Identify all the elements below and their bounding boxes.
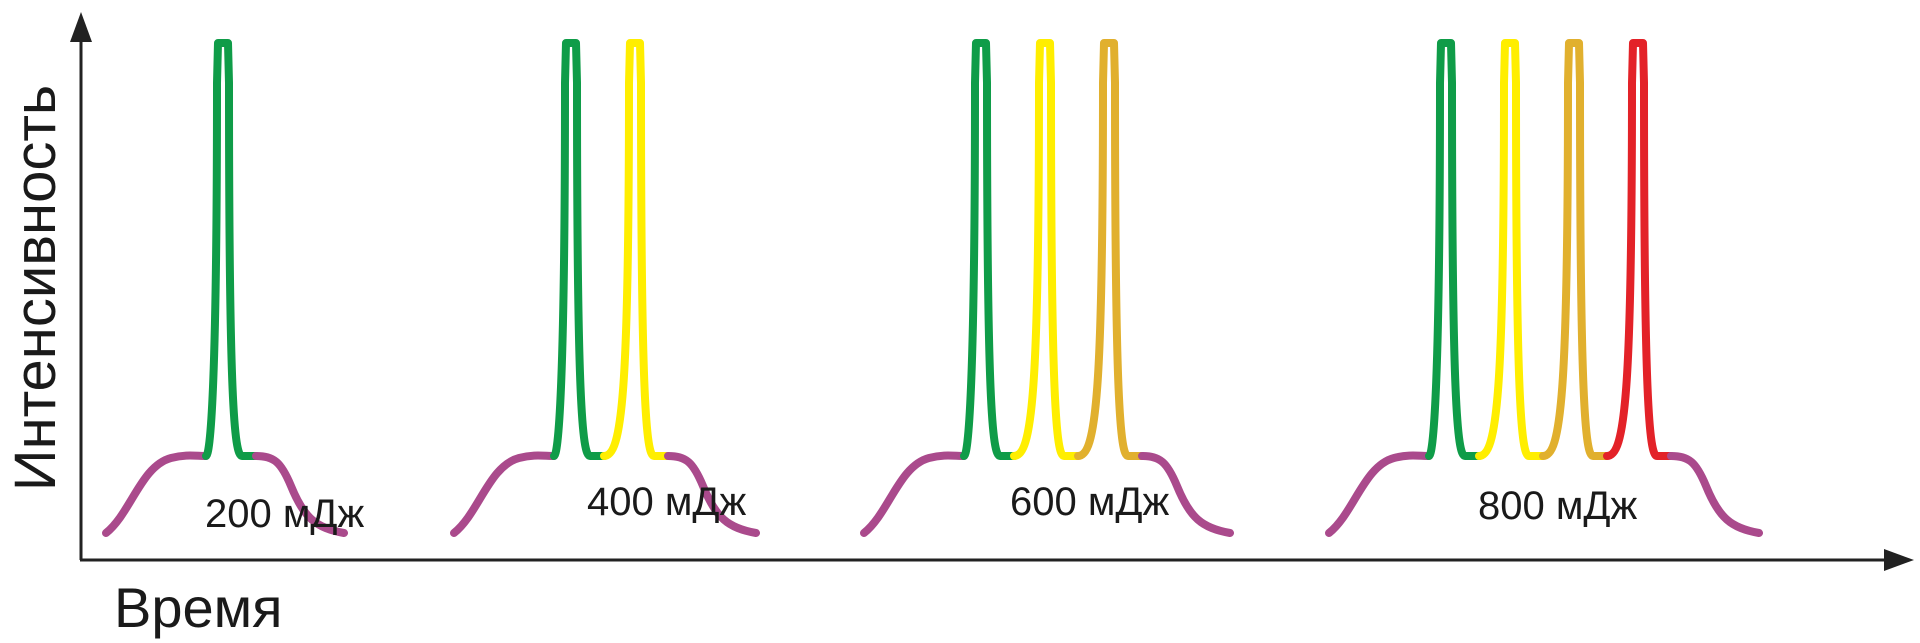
y-axis-label: Интенсивность <box>3 85 68 491</box>
energy-label: 800 мДж <box>1478 484 1637 528</box>
energy-label: 200 мДж <box>205 492 364 536</box>
left-shoulder-curve <box>860 451 968 537</box>
peak-3-trace <box>1074 39 1146 460</box>
right-shoulder-curve <box>252 452 348 537</box>
energy-label: 600 мДж <box>1010 480 1169 524</box>
peak-1-trace <box>202 39 260 460</box>
right-shoulder-curve <box>1138 452 1234 537</box>
peak-2-trace <box>1475 39 1547 460</box>
right-shoulder-curve <box>664 452 760 537</box>
x-axis-label: Время <box>114 576 282 639</box>
energy-label: 400 мДж <box>587 480 746 524</box>
pulse-groups: 200 мДж 400 мДж 600 мДж 800 мДж <box>102 39 1763 537</box>
peak-1-trace <box>1425 39 1483 460</box>
left-shoulder-curve <box>102 451 210 537</box>
peak-2-trace <box>1010 39 1082 460</box>
y-axis-arrow <box>70 12 92 42</box>
peak-1-trace <box>960 39 1018 460</box>
right-shoulder-curve <box>1667 452 1763 537</box>
peak-1-trace <box>550 39 608 460</box>
left-shoulder-curve <box>1325 451 1433 537</box>
peak-2-trace <box>600 39 672 460</box>
left-shoulder-curve <box>450 451 558 537</box>
peak-3-trace <box>1539 39 1611 460</box>
x-axis-arrow <box>1884 549 1914 571</box>
peak-4-trace <box>1603 39 1675 460</box>
